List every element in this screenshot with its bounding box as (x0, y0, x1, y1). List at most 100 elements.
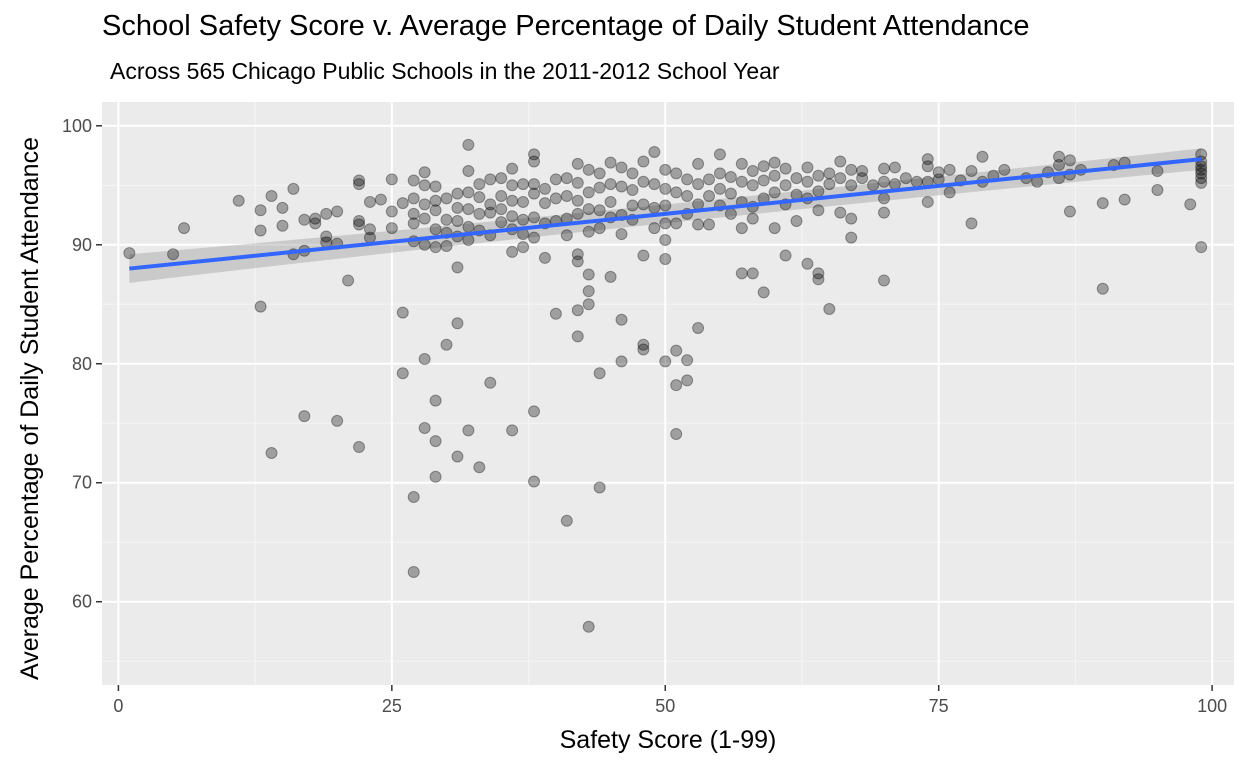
data-point (1053, 150, 1066, 163)
data-point (932, 173, 945, 186)
data-point (528, 211, 541, 224)
data-point (604, 156, 617, 169)
x-tick-label: 25 (382, 696, 402, 716)
data-point (320, 207, 333, 220)
data-point (418, 238, 431, 251)
data-point (462, 220, 475, 233)
data-point (757, 174, 770, 187)
data-point (528, 148, 541, 161)
data-point (888, 178, 901, 191)
data-point (1063, 205, 1076, 218)
data-point (768, 186, 781, 199)
chart-title: School Safety Score v. Average Percentag… (102, 10, 1030, 42)
data-point (506, 194, 519, 207)
data-point (473, 191, 486, 204)
data-point (320, 230, 333, 243)
data-point (298, 213, 311, 226)
data-point (637, 155, 650, 168)
data-point (440, 192, 453, 205)
data-point (878, 206, 891, 219)
data-point (713, 182, 726, 195)
data-point (1195, 167, 1208, 180)
data-point (451, 317, 464, 330)
data-point (746, 165, 759, 178)
data-point (396, 306, 409, 319)
data-point (615, 355, 628, 368)
chart-subtitle: Across 565 Chicago Public Schools in the… (110, 58, 780, 84)
data-point (571, 207, 584, 220)
data-point (265, 189, 278, 202)
data-point (703, 189, 716, 202)
data-point (484, 198, 497, 211)
data-point (943, 163, 956, 176)
data-point (1096, 197, 1109, 210)
data-point (560, 172, 573, 185)
data-point (768, 156, 781, 169)
data-point (834, 155, 847, 168)
data-point (834, 206, 847, 219)
data-point (713, 148, 726, 161)
data-point (670, 379, 683, 392)
data-point (812, 267, 825, 280)
data-point (593, 204, 606, 217)
data-point (593, 222, 606, 235)
major-gridlines (102, 102, 1234, 685)
data-point (735, 175, 748, 188)
y-tick-label: 100 (62, 116, 92, 136)
data-point (615, 161, 628, 174)
data-point (735, 157, 748, 170)
y-axis-title: Average Percentage of Daily Student Atte… (16, 137, 44, 680)
data-point (582, 203, 595, 216)
data-point (812, 169, 825, 182)
data-point (593, 367, 606, 380)
data-point (659, 355, 672, 368)
data-point (429, 204, 442, 217)
data-point (845, 163, 858, 176)
data-point (659, 199, 672, 212)
data-point (473, 207, 486, 220)
data-point (571, 248, 584, 261)
data-point (757, 286, 770, 299)
data-point (429, 470, 442, 483)
data-point (593, 481, 606, 494)
data-point (659, 234, 672, 247)
data-point (779, 162, 792, 175)
data-point (878, 175, 891, 188)
data-point (670, 167, 683, 180)
data-point (560, 514, 573, 527)
data-point (254, 204, 267, 217)
y-tick-label: 70 (72, 473, 92, 493)
data-point (407, 192, 420, 205)
data-point (385, 205, 398, 218)
data-point (538, 251, 551, 264)
data-point (681, 354, 694, 367)
data-point (451, 187, 464, 200)
data-point (812, 185, 825, 198)
data-point (374, 193, 387, 206)
data-point (932, 166, 945, 179)
data-point (418, 166, 431, 179)
data-point (1053, 159, 1066, 172)
data-point (965, 217, 978, 230)
data-point (604, 270, 617, 283)
data-point (440, 213, 453, 226)
data-point (232, 194, 245, 207)
y-tick-label: 60 (72, 592, 92, 612)
data-point (506, 210, 519, 223)
data-point (495, 189, 508, 202)
data-point (812, 273, 825, 286)
data-point (342, 274, 355, 287)
data-point (899, 172, 912, 185)
data-point (451, 450, 464, 463)
data-point (790, 214, 803, 227)
data-point (1096, 282, 1109, 295)
data-point (757, 160, 770, 173)
data-point (517, 195, 530, 208)
data-point (703, 218, 716, 231)
data-point (123, 247, 136, 260)
data-point (298, 410, 311, 423)
data-point (582, 225, 595, 238)
data-point (604, 195, 617, 208)
data-point (538, 182, 551, 195)
data-point (484, 206, 497, 219)
